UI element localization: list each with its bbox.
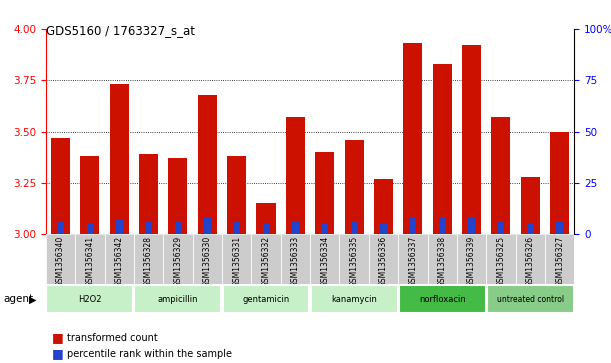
Bar bbox=[292, 222, 299, 234]
Bar bbox=[110, 85, 129, 234]
Bar bbox=[46, 285, 133, 313]
Bar bbox=[428, 234, 457, 285]
Bar bbox=[380, 224, 387, 234]
Text: ■: ■ bbox=[52, 331, 64, 344]
Bar bbox=[57, 222, 64, 234]
Bar bbox=[139, 154, 158, 234]
Bar bbox=[263, 224, 269, 234]
Bar bbox=[491, 117, 510, 234]
Text: GSM1356338: GSM1356338 bbox=[437, 236, 447, 287]
Bar bbox=[169, 158, 188, 234]
Bar bbox=[409, 218, 416, 234]
Text: GSM1356336: GSM1356336 bbox=[379, 236, 388, 287]
Bar bbox=[403, 44, 422, 234]
Bar bbox=[280, 234, 310, 285]
Bar bbox=[340, 234, 369, 285]
Bar bbox=[497, 222, 504, 234]
Bar bbox=[315, 152, 334, 234]
Bar bbox=[251, 234, 280, 285]
Bar bbox=[486, 234, 516, 285]
Text: GSM1356334: GSM1356334 bbox=[320, 236, 329, 287]
Bar bbox=[175, 222, 181, 234]
Bar bbox=[51, 138, 70, 234]
Bar bbox=[310, 285, 398, 313]
Bar bbox=[222, 285, 310, 313]
Text: GSM1356328: GSM1356328 bbox=[144, 236, 153, 287]
Bar bbox=[521, 177, 540, 234]
Bar bbox=[286, 117, 305, 234]
Bar bbox=[351, 222, 357, 234]
Text: norfloxacin: norfloxacin bbox=[419, 295, 466, 303]
Bar bbox=[462, 45, 481, 234]
Bar bbox=[145, 222, 152, 234]
Bar bbox=[87, 224, 93, 234]
Bar bbox=[457, 234, 486, 285]
Bar bbox=[345, 140, 364, 234]
Bar bbox=[257, 203, 276, 234]
Bar bbox=[550, 131, 569, 234]
Bar bbox=[80, 156, 100, 234]
Bar bbox=[198, 95, 217, 234]
Text: gentamicin: gentamicin bbox=[243, 295, 290, 303]
Bar bbox=[163, 234, 192, 285]
Bar bbox=[104, 234, 134, 285]
Text: GSM1356326: GSM1356326 bbox=[526, 236, 535, 287]
Bar bbox=[468, 218, 475, 234]
Text: GSM1356335: GSM1356335 bbox=[349, 236, 359, 287]
Text: GSM1356339: GSM1356339 bbox=[467, 236, 476, 287]
Text: GSM1356331: GSM1356331 bbox=[232, 236, 241, 287]
Bar bbox=[75, 234, 104, 285]
Text: GSM1356332: GSM1356332 bbox=[262, 236, 271, 287]
Text: GSM1356329: GSM1356329 bbox=[174, 236, 183, 287]
Text: transformed count: transformed count bbox=[67, 333, 158, 343]
Text: ampicillin: ampicillin bbox=[158, 295, 198, 303]
Bar bbox=[433, 64, 452, 234]
Bar bbox=[46, 234, 75, 285]
Text: GDS5160 / 1763327_s_at: GDS5160 / 1763327_s_at bbox=[46, 24, 195, 37]
Bar bbox=[439, 218, 445, 234]
Bar bbox=[487, 285, 574, 313]
Text: GSM1356327: GSM1356327 bbox=[555, 236, 564, 287]
Bar bbox=[374, 179, 393, 234]
Text: kanamycin: kanamycin bbox=[331, 295, 377, 303]
Bar bbox=[545, 234, 574, 285]
Bar bbox=[134, 234, 163, 285]
Bar bbox=[516, 234, 545, 285]
Text: GSM1356337: GSM1356337 bbox=[408, 236, 417, 287]
Bar bbox=[399, 285, 486, 313]
Text: untreated control: untreated control bbox=[497, 295, 564, 303]
Bar bbox=[222, 234, 251, 285]
Bar bbox=[321, 224, 328, 234]
Text: GSM1356330: GSM1356330 bbox=[203, 236, 212, 287]
Bar bbox=[369, 234, 398, 285]
Text: ■: ■ bbox=[52, 347, 64, 360]
Text: agent: agent bbox=[3, 294, 33, 305]
Text: H2O2: H2O2 bbox=[78, 295, 101, 303]
Text: percentile rank within the sample: percentile rank within the sample bbox=[67, 349, 232, 359]
Bar bbox=[192, 234, 222, 285]
Text: ▶: ▶ bbox=[29, 294, 37, 305]
Text: GSM1356340: GSM1356340 bbox=[56, 236, 65, 287]
Bar bbox=[134, 285, 221, 313]
Text: GSM1356341: GSM1356341 bbox=[86, 236, 94, 287]
Bar bbox=[398, 234, 428, 285]
Bar bbox=[227, 156, 246, 234]
Bar bbox=[116, 220, 123, 234]
Bar bbox=[310, 234, 340, 285]
Text: GSM1356342: GSM1356342 bbox=[115, 236, 124, 287]
Bar bbox=[204, 218, 211, 234]
Bar bbox=[527, 224, 533, 234]
Bar bbox=[233, 222, 240, 234]
Text: GSM1356325: GSM1356325 bbox=[496, 236, 505, 287]
Bar bbox=[557, 222, 563, 234]
Text: GSM1356333: GSM1356333 bbox=[291, 236, 300, 287]
